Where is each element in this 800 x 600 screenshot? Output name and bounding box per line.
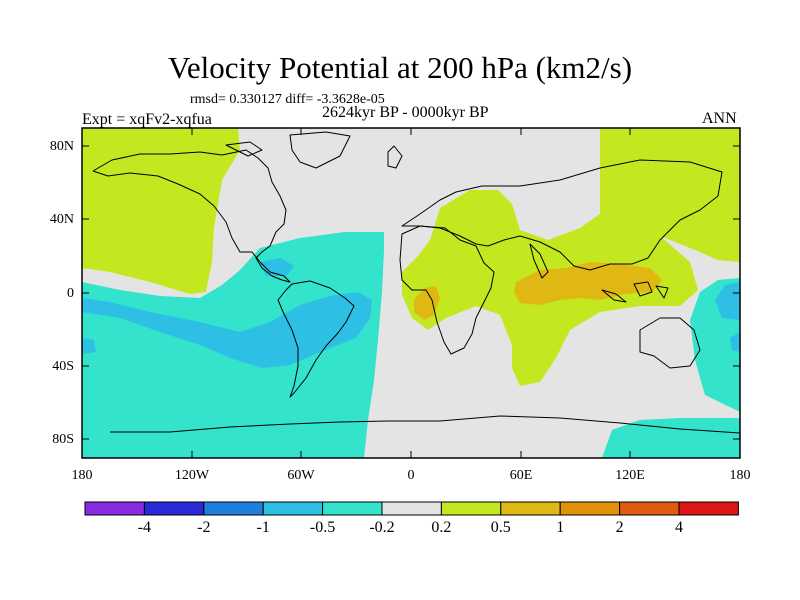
colorbar-label: -2: [197, 519, 211, 536]
x-tick-label: 120E: [615, 468, 645, 483]
period-label: 2624kyr BP - 0000kyr BP: [322, 104, 489, 121]
colorbar-box: [559, 501, 621, 516]
colorbar-box: [143, 501, 205, 516]
colorbar-label: 0.2: [431, 519, 452, 536]
colorbar-label: -0.5: [309, 519, 336, 536]
colorbar-label: 1: [556, 519, 565, 536]
colorbar-label: 4: [675, 519, 683, 536]
experiment-label: Expt = xqFv2-xqfua: [82, 111, 212, 128]
x-tick-label: 0: [407, 468, 415, 483]
y-tick-label: 80S: [52, 432, 74, 447]
y-tick-label: 40S: [52, 359, 74, 374]
colorbar-box: [440, 501, 502, 516]
x-tick-label: 60W: [287, 468, 315, 483]
negative-region-high: [82, 258, 740, 368]
colorbar-box: [500, 501, 561, 516]
colorbar-box: [262, 501, 324, 516]
colorbar-box: [203, 501, 264, 516]
season-label: ANN: [702, 110, 737, 127]
colorbar-label: 0.5: [490, 519, 511, 536]
y-tick-label: 0: [67, 286, 74, 301]
map-title: Velocity Potential at 200 hPa (km2/s): [167, 50, 633, 85]
y-tick-label: 80N: [49, 139, 74, 154]
x-tick-label: 180: [729, 468, 751, 483]
positive-region-high: [414, 262, 662, 320]
y-tick-label: 40N: [49, 212, 74, 227]
x-tick-label: 120W: [174, 468, 210, 483]
colorbar-label: -4: [137, 519, 152, 536]
x-tick-label: 60E: [509, 468, 533, 483]
coastlines: [92, 131, 740, 434]
rmsd-diff-label: rmsd= 0.330127 diff= -3.3628e-05: [190, 92, 385, 107]
colorbar-label: 2: [615, 519, 624, 536]
colorbar-label: -0.2: [369, 519, 395, 536]
colorbar-label: -1: [256, 519, 270, 536]
colorbar-box: [322, 501, 383, 516]
colorbar-box: [619, 501, 680, 516]
colorbar-box: [678, 501, 739, 516]
x-tick-label: 180: [71, 468, 93, 483]
colorbar-box: [381, 501, 442, 516]
colorbar-box: [84, 501, 145, 516]
axis-ticks: [82, 128, 740, 458]
